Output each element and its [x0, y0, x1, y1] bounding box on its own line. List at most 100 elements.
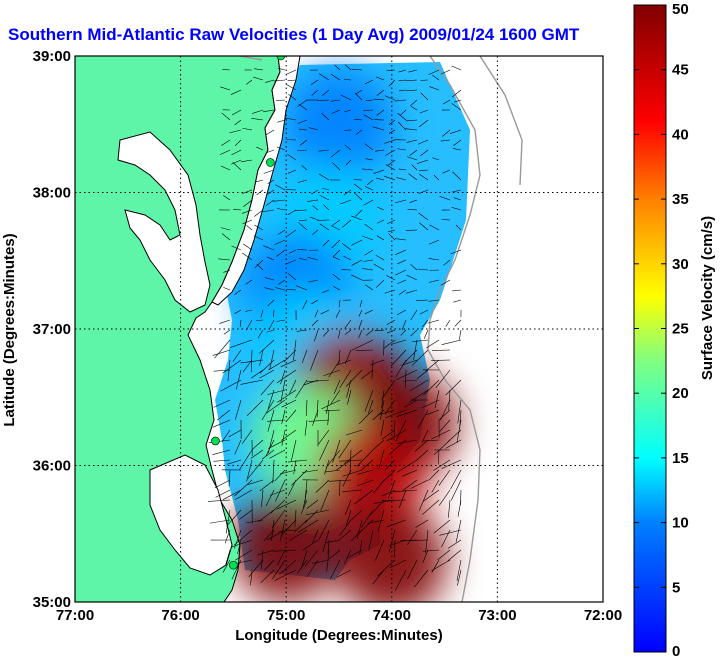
velocity-arrow	[275, 184, 286, 191]
velocity-arrow	[265, 79, 275, 83]
colorbar-tick-label: 10	[672, 515, 689, 532]
velocity-arrow	[449, 129, 462, 135]
velocity-arrow	[344, 549, 352, 564]
velocity-arrow	[416, 449, 429, 461]
plot-frame	[74, 55, 604, 603]
velocity-arrow	[234, 399, 242, 420]
velocity-arrow	[355, 129, 363, 135]
x-tick-label: 75:00	[267, 607, 305, 624]
colorbar-tick-label: 20	[672, 385, 689, 402]
velocity-arrow	[333, 286, 341, 291]
velocity-arrow	[298, 128, 308, 131]
velocity-field	[215, 62, 470, 602]
velocity-arrow	[351, 259, 363, 266]
pamlico-sound	[149, 454, 233, 576]
velocity-arrow	[331, 239, 341, 249]
velocity-arrow	[234, 139, 242, 146]
velocity-arrow	[243, 199, 253, 208]
velocity-arrow	[342, 469, 352, 487]
velocity-arrow	[321, 289, 330, 294]
velocity-arrow	[259, 479, 275, 492]
velocity-arrow	[259, 359, 275, 374]
colorbar-ticks: 0 5 10 15 20 25 30 35 40 45 50	[634, 1, 689, 659]
velocity-arrow	[427, 319, 440, 324]
velocity-arrow	[225, 549, 231, 565]
colorbar-tick-label: 45	[672, 62, 689, 79]
velocity-arrow	[405, 369, 407, 388]
velocity-arrow	[361, 459, 374, 471]
velocity-arrow	[454, 319, 462, 327]
velocity-arrow	[371, 359, 374, 379]
velocity-arrow	[452, 148, 462, 151]
velocity-arrow	[230, 339, 253, 348]
velocity-arrow	[267, 179, 275, 184]
velocity-arrow	[423, 329, 429, 339]
velocity-arrow	[332, 273, 341, 281]
velocity-arrow	[385, 164, 396, 171]
velocity-arrow	[280, 519, 297, 537]
velocity-arrow	[265, 399, 286, 414]
velocity-arrow	[445, 319, 451, 327]
velocity-arrow	[251, 109, 264, 114]
velocity-arrow	[391, 339, 407, 345]
velocity-arrow	[418, 489, 429, 511]
velocity-arrow	[364, 389, 374, 412]
velocity-arrow	[298, 103, 308, 111]
velocity-arrow	[447, 539, 462, 549]
velocity-arrow	[396, 177, 407, 181]
velocity-arrow	[257, 509, 275, 523]
velocity-arrow	[243, 243, 253, 251]
velocity-arrow	[277, 119, 286, 123]
velocity-arrow	[280, 379, 286, 403]
velocity-arrow	[305, 509, 330, 516]
velocity-arrow	[418, 119, 429, 128]
velocity-arrow	[280, 469, 297, 475]
velocity-arrow	[338, 299, 341, 308]
velocity-arrow	[231, 245, 242, 251]
velocity-arrow	[429, 224, 440, 231]
velocity-arrow	[287, 79, 297, 82]
velocity-arrow	[279, 559, 297, 575]
velocity-arrow	[420, 149, 429, 157]
velocity-arrow	[245, 319, 253, 331]
velocity-arrow	[306, 499, 319, 509]
velocity-arrow	[429, 86, 440, 91]
velocity-arrow	[405, 289, 418, 294]
velocity-arrow	[261, 489, 264, 508]
velocity-arrow	[376, 76, 385, 81]
velocity-arrow	[281, 399, 297, 408]
velocity-arrow	[457, 569, 462, 586]
velocity-arrow	[254, 259, 264, 269]
velocity-arrow	[258, 339, 275, 354]
velocity-arrow	[366, 179, 374, 186]
velocity-arrow	[293, 339, 297, 361]
velocity-arrow	[213, 399, 231, 408]
velocity-arrow	[344, 319, 352, 329]
velocity-arrow	[320, 489, 330, 512]
velocity-arrow	[425, 359, 440, 372]
velocity-arrow	[291, 439, 297, 462]
velocity-arrow	[455, 224, 462, 231]
velocity-arrow	[441, 339, 462, 346]
velocity-arrow	[234, 309, 242, 315]
velocity-arrow	[378, 449, 385, 469]
velocity-arrow	[384, 139, 396, 144]
velocity-arrow	[417, 409, 429, 429]
velocity-arrow	[265, 129, 275, 136]
velocity-arrow	[273, 549, 297, 552]
velocity-arrow	[448, 499, 451, 518]
velocity-arrow	[298, 258, 308, 261]
velocity-arrow	[355, 89, 363, 95]
velocity-arrow	[330, 73, 341, 81]
velocity-arrow	[423, 379, 440, 396]
velocity-arrow	[274, 569, 297, 581]
velocity-arrow	[351, 339, 374, 351]
velocity-arrow	[260, 309, 264, 318]
velocity-arrow	[318, 519, 330, 540]
velocity-arrow	[302, 299, 308, 310]
velocity-arrow	[452, 289, 462, 292]
velocity-arrow	[276, 146, 286, 151]
velocity-arrow	[394, 199, 407, 204]
velocity-arrow	[376, 89, 385, 96]
velocity-arrow	[246, 224, 253, 231]
